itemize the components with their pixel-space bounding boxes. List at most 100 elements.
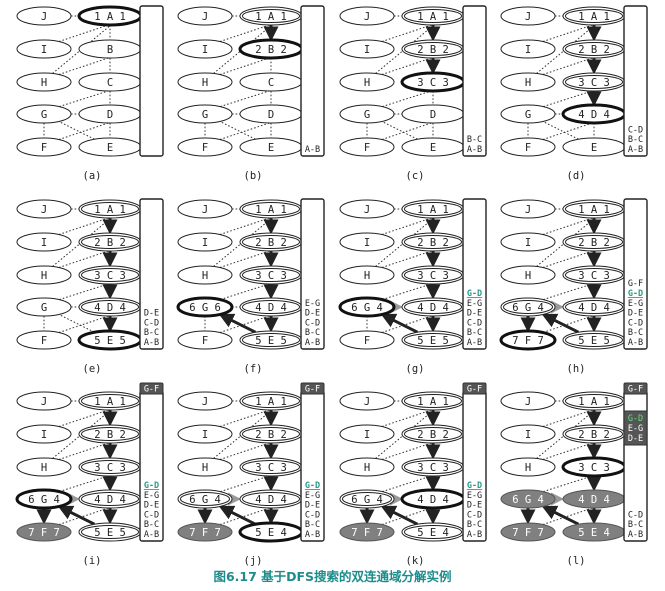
- tree-edge: [218, 505, 257, 526]
- stack-entry: C-D: [628, 510, 643, 520]
- stack-entry: B-C: [305, 328, 320, 338]
- node-label: 1 A 1: [578, 396, 610, 408]
- node-C: 3 C 3: [401, 457, 465, 477]
- node-label: F: [364, 335, 370, 347]
- node-J: J: [177, 6, 233, 26]
- node-B: 2 B 2: [78, 424, 142, 444]
- stack-entry: A-B: [305, 530, 320, 540]
- node-G: G: [339, 104, 395, 124]
- edge-stack: [300, 5, 325, 157]
- node-J: J: [339, 6, 395, 26]
- node-C: 3 C 3: [561, 456, 627, 478]
- node-label: I: [41, 237, 47, 249]
- node-J: J: [177, 199, 233, 219]
- node-C: 3 C 3: [78, 457, 142, 477]
- node-E: 5 E 5: [401, 330, 465, 350]
- node-D: 4 D 4: [401, 297, 465, 317]
- node-label: 3 C 3: [417, 270, 449, 282]
- graph-edge: [381, 441, 434, 460]
- node-label: 1 A 1: [94, 204, 126, 216]
- graph-edge: [220, 474, 272, 493]
- node-label: 3 C 3: [94, 270, 126, 282]
- node-label: I: [525, 237, 531, 249]
- node-label: 6 G 4: [512, 494, 544, 506]
- node-B: 2 B 2: [562, 39, 626, 59]
- node-J: J: [339, 391, 395, 411]
- popped-component: [623, 410, 648, 446]
- stack-entry: B-C: [305, 520, 320, 530]
- edge-stack: [623, 198, 648, 350]
- node-label: 6 G 4: [189, 494, 221, 506]
- edge-stack: [300, 198, 325, 350]
- node-label: 1 A 1: [417, 204, 449, 216]
- node-H: H: [16, 457, 72, 477]
- node-A: 1 A 1: [401, 6, 465, 26]
- node-H: H: [177, 265, 233, 285]
- node-E: 5 E 4: [238, 521, 304, 543]
- panel-g: J I H 6 G 4 F 1 A 1 2 B 2 3 C 3 4 D 4 5 E 5 G-DE-G…: [338, 198, 487, 375]
- node-A: 1 A 1: [562, 391, 626, 411]
- edge-stack: [462, 198, 487, 350]
- node-label: 3 C 3: [417, 77, 449, 89]
- node-label: G: [202, 109, 208, 121]
- node-J: J: [339, 199, 395, 219]
- node-F: F: [500, 137, 556, 157]
- panel-label: (l): [567, 555, 586, 567]
- node-label: 1 A 1: [255, 204, 287, 216]
- node-label: H: [202, 77, 208, 89]
- node-label: 3 C 3: [255, 462, 287, 474]
- panel-e: J I H G F 1 A 1 2 B 2 3 C 3 4 D 4 5 E 5 D-EC-DB-CA…: [16, 198, 164, 375]
- stack-entry: A-B: [628, 338, 643, 348]
- stack-entry: D-E: [628, 434, 643, 444]
- stack-entry: A-B: [628, 145, 643, 155]
- node-G: G: [177, 104, 233, 124]
- node-label: 6 G 4: [28, 494, 60, 506]
- node-label: 6 G 4: [351, 302, 383, 314]
- node-F: F: [339, 330, 395, 350]
- node-D: 4 D 4: [78, 297, 142, 317]
- node-J: J: [500, 199, 556, 219]
- node-label: 2 B 2: [578, 429, 610, 441]
- node-G: G: [500, 104, 556, 124]
- node-J: J: [177, 391, 233, 411]
- figure-caption: 图6.17 基于DFS搜索的双连通域分解实例: [213, 569, 452, 584]
- stack-entry: A-B: [467, 338, 482, 348]
- node-label: 1 A 1: [255, 11, 287, 23]
- node-F: 7 F 7: [16, 522, 72, 542]
- node-G: 6 G 4: [339, 489, 395, 509]
- stack-entry: B-C: [628, 328, 643, 338]
- stack-entry: C-D: [628, 125, 643, 135]
- node-A: 1 A 1: [77, 5, 143, 27]
- tree-edge: [541, 313, 580, 334]
- node-I: I: [177, 424, 233, 444]
- node-H: H: [500, 72, 556, 92]
- panel-label: (a): [83, 170, 102, 182]
- stack-entry: G-F: [305, 385, 320, 395]
- node-G: 6 G 6: [176, 296, 234, 318]
- panel-d: J I H G F 1 A 1 2 B 2 3 C 3 4 D 4 E C-DB-CA-B (d): [500, 5, 648, 182]
- node-label: I: [364, 237, 370, 249]
- node-label: 3 C 3: [94, 462, 126, 474]
- node-G: 6 G 4: [500, 489, 556, 509]
- node-G: 6 G 4: [500, 297, 556, 317]
- node-I: I: [500, 232, 556, 252]
- node-label: 1 A 1: [255, 396, 287, 408]
- node-A: 1 A 1: [401, 199, 465, 219]
- stack-entry: A-B: [628, 530, 643, 540]
- graph-edge: [383, 121, 418, 140]
- popped-component: [623, 382, 648, 395]
- node-D: 4 D 4: [561, 103, 627, 125]
- node-label: J: [525, 11, 531, 23]
- node-I: I: [16, 39, 72, 59]
- stack-entry: B-C: [144, 328, 159, 338]
- stack-entry: D-E: [144, 501, 159, 511]
- node-C: 3 C 3: [239, 265, 303, 285]
- edge-stack: [623, 5, 648, 157]
- graph-edge: [381, 216, 434, 235]
- node-F: 7 F 7: [499, 329, 557, 351]
- node-F: F: [16, 330, 72, 350]
- node-label: F: [41, 142, 47, 154]
- node-label: 6 G 6: [189, 302, 221, 314]
- node-label: I: [364, 44, 370, 56]
- stack-entry: C-D: [467, 510, 482, 520]
